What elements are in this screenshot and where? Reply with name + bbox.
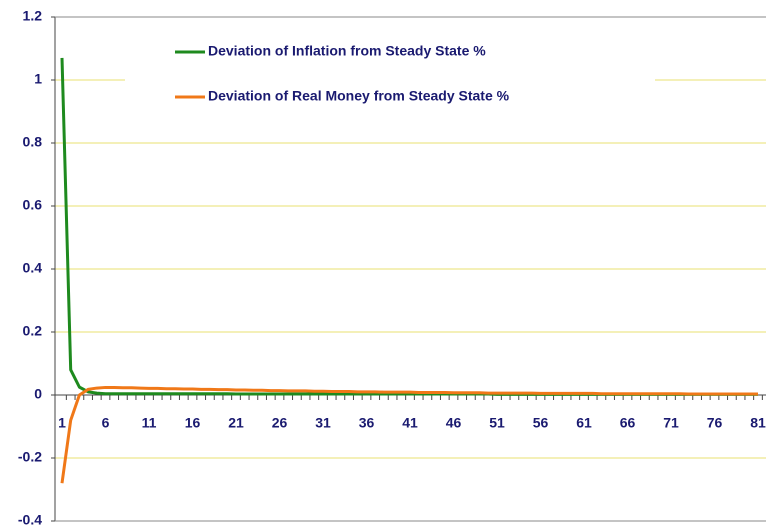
y-tick-label: 1.2 bbox=[23, 8, 43, 24]
y-tick-label: -0.4 bbox=[18, 512, 42, 528]
x-tick-label: 16 bbox=[185, 415, 201, 431]
x-tick-label: 36 bbox=[359, 415, 375, 431]
x-tick-label: 26 bbox=[272, 415, 288, 431]
y-tick-label: -0.2 bbox=[18, 449, 42, 465]
legend-label: Deviation of Inflation from Steady State… bbox=[208, 43, 486, 59]
x-tick-label: 46 bbox=[446, 415, 462, 431]
x-tick-label: 11 bbox=[142, 415, 157, 431]
x-tick-label: 56 bbox=[533, 415, 549, 431]
x-tick-label: 6 bbox=[102, 415, 110, 431]
series-line bbox=[60, 385, 758, 484]
x-tick-label: 66 bbox=[620, 415, 636, 431]
y-tick-label: 0.4 bbox=[23, 260, 43, 276]
x-tick-label: 1 bbox=[58, 415, 66, 431]
x-tick-label: 76 bbox=[707, 415, 723, 431]
x-tick-label: 81 bbox=[750, 415, 766, 431]
x-tick-label: 51 bbox=[489, 415, 505, 431]
y-tick-label: 0 bbox=[34, 386, 42, 402]
x-tick-label: 31 bbox=[315, 415, 331, 431]
y-tick-label: 0.2 bbox=[23, 323, 43, 339]
legend-box bbox=[125, 28, 655, 116]
y-tick-label: 0.8 bbox=[23, 134, 43, 150]
x-tick-label: 41 bbox=[402, 415, 418, 431]
y-tick-label: 1 bbox=[34, 71, 42, 87]
x-tick-label: 71 bbox=[663, 415, 679, 431]
y-tick-label: 0.6 bbox=[23, 197, 43, 213]
x-tick-label: 61 bbox=[576, 415, 592, 431]
x-tick-label: 21 bbox=[228, 415, 244, 431]
legend-label: Deviation of Real Money from Steady Stat… bbox=[208, 88, 510, 104]
